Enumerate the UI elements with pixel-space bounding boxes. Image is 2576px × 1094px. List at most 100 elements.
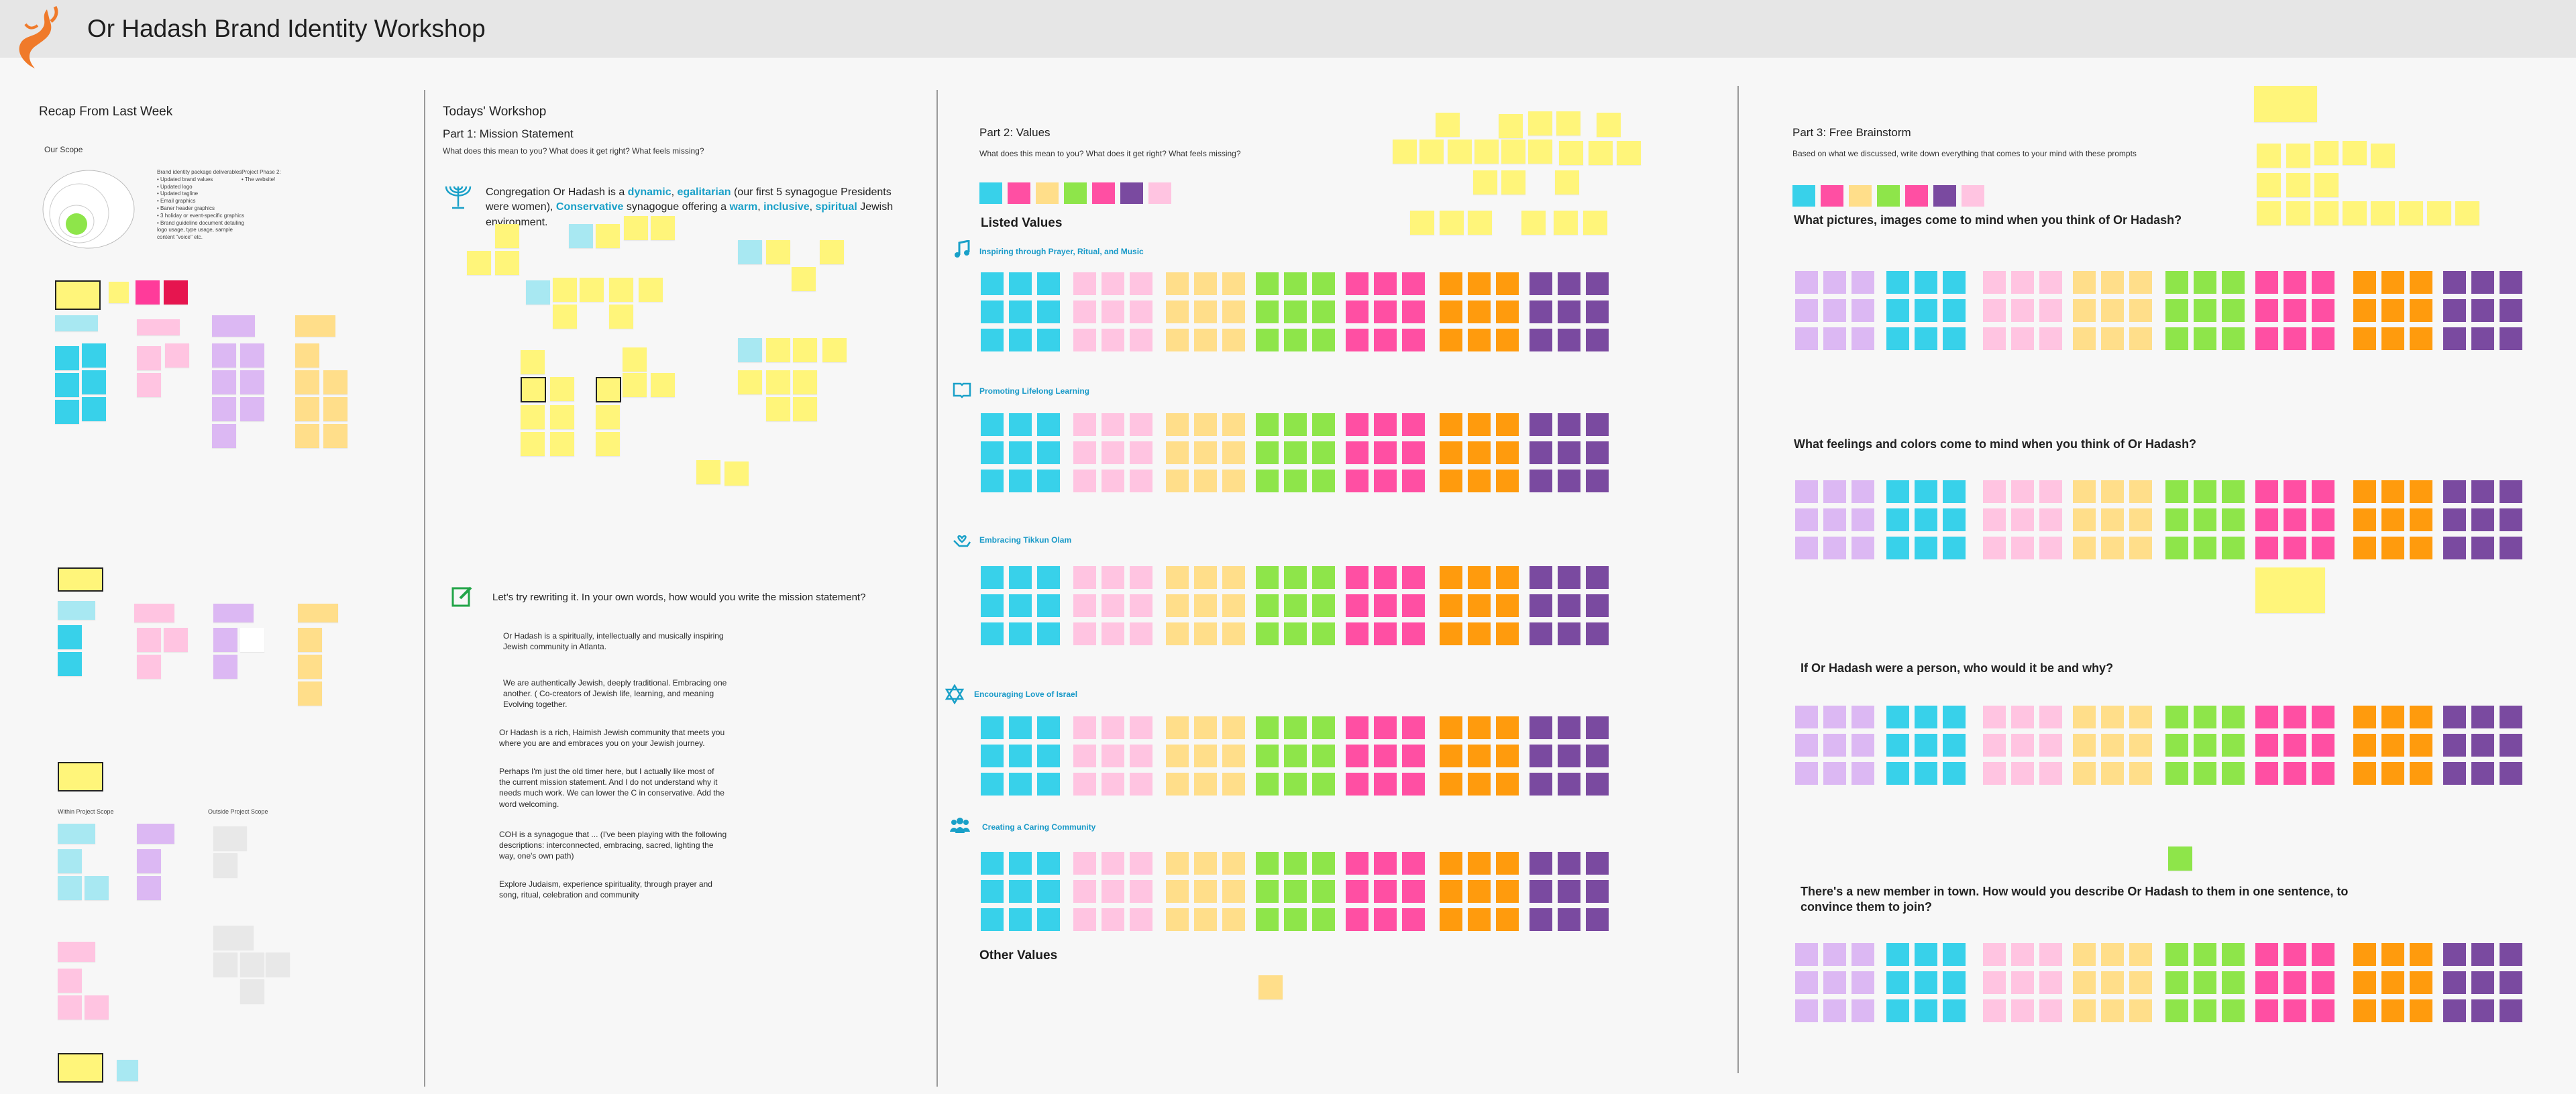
sticky-note[interactable]: [1256, 773, 1279, 796]
sticky-note[interactable]: [981, 745, 1004, 767]
sticky-note[interactable]: [981, 272, 1004, 295]
sticky-note[interactable]: [1073, 329, 1096, 351]
sticky-note[interactable]: [2312, 971, 2334, 994]
sticky-note[interactable]: [981, 880, 1004, 903]
sticky-note[interactable]: [2073, 734, 2096, 757]
sticky-note[interactable]: [2255, 271, 2278, 294]
sticky-note[interactable]: [2314, 173, 2339, 197]
sticky-note[interactable]: [1468, 300, 1491, 323]
sticky-note[interactable]: [1983, 762, 2006, 785]
sticky-note[interactable]: [2011, 537, 2034, 559]
sticky-note[interactable]: [1102, 470, 1124, 492]
sticky-note[interactable]: [1346, 329, 1368, 351]
category-sticky[interactable]: [213, 604, 254, 622]
sticky-note[interactable]: [1468, 211, 1492, 235]
sticky-note[interactable]: [1009, 470, 1032, 492]
sticky-note[interactable]: [1823, 299, 1846, 322]
sticky-note[interactable]: [1222, 300, 1245, 323]
sticky-note[interactable]: [1009, 773, 1032, 796]
sticky-note[interactable]: [2443, 734, 2466, 757]
sticky-note[interactable]: [1374, 470, 1397, 492]
sticky-note[interactable]: [2129, 537, 2152, 559]
sticky-note[interactable]: [1166, 300, 1189, 323]
sticky-note[interactable]: [1795, 299, 1818, 322]
sticky-note[interactable]: [1009, 880, 1032, 903]
sticky-note[interactable]: [1402, 852, 1425, 875]
sticky-note[interactable]: [1073, 745, 1096, 767]
sticky-note[interactable]: [1346, 745, 1368, 767]
sticky-note[interactable]: [1943, 971, 1966, 994]
sticky-note[interactable]: [1130, 441, 1152, 464]
prompt-sticky[interactable]: [55, 280, 101, 310]
sticky-note[interactable]: [2471, 271, 2494, 294]
sticky-note[interactable]: [1166, 594, 1189, 617]
sticky-note[interactable]: [2222, 762, 2245, 785]
sticky-note[interactable]: [1440, 272, 1462, 295]
sticky-note[interactable]: [1440, 908, 1462, 931]
sticky-note[interactable]: [1529, 300, 1552, 323]
sticky-note[interactable]: [1194, 470, 1217, 492]
sticky-note[interactable]: [298, 655, 322, 679]
sticky-note[interactable]: [1009, 329, 1032, 351]
sticky-note[interactable]: [2353, 706, 2376, 728]
sticky-note[interactable]: [2284, 943, 2306, 966]
sticky-note[interactable]: [2011, 734, 2034, 757]
sticky-note[interactable]: [1943, 271, 1966, 294]
sticky-note[interactable]: [1073, 908, 1096, 931]
sticky-note[interactable]: [1130, 880, 1152, 903]
sticky-note[interactable]: [164, 628, 188, 652]
sticky-note[interactable]: [1312, 773, 1335, 796]
sticky-note[interactable]: [2165, 999, 2188, 1022]
sticky-note[interactable]: [1402, 300, 1425, 323]
sticky-note[interactable]: [2312, 943, 2334, 966]
sticky-note[interactable]: [1284, 300, 1307, 323]
sticky-note[interactable]: [1166, 272, 1189, 295]
sticky-note[interactable]: [1102, 908, 1124, 931]
sticky-note[interactable]: [1886, 537, 1909, 559]
sticky-note[interactable]: [1402, 880, 1425, 903]
sticky-note[interactable]: [2500, 734, 2522, 757]
sticky-note[interactable]: [2222, 706, 2245, 728]
sticky-note[interactable]: [1983, 706, 2006, 728]
sticky-note[interactable]: [2129, 762, 2152, 785]
sticky-note[interactable]: [2011, 943, 2034, 966]
sticky-note[interactable]: [1823, 706, 1846, 728]
sticky-note[interactable]: [213, 628, 237, 652]
sticky-note[interactable]: [2073, 943, 2096, 966]
sticky-note[interactable]: [2343, 141, 2367, 165]
sticky-note[interactable]: [58, 969, 82, 993]
sticky-note[interactable]: [1558, 300, 1580, 323]
sticky-note[interactable]: [1529, 470, 1552, 492]
sticky-note[interactable]: [2284, 537, 2306, 559]
sticky-note[interactable]: [981, 300, 1004, 323]
sticky-note[interactable]: [1256, 470, 1279, 492]
sticky-note[interactable]: [2165, 271, 2188, 294]
sticky-note[interactable]: [2443, 271, 2466, 294]
sticky-note[interactable]: [1222, 413, 1245, 436]
sticky-note[interactable]: [212, 397, 236, 421]
sticky-note[interactable]: [2471, 706, 2494, 728]
sticky-note[interactable]: [1440, 413, 1462, 436]
sticky-note[interactable]: [1851, 734, 1874, 757]
sticky-note[interactable]: [1983, 971, 2006, 994]
sticky-note[interactable]: [137, 628, 161, 652]
sticky-note[interactable]: [766, 338, 790, 362]
sticky-note[interactable]: [553, 305, 577, 329]
sticky-note[interactable]: [2443, 299, 2466, 322]
sticky-note[interactable]: [1284, 880, 1307, 903]
sticky-note[interactable]: [1440, 441, 1462, 464]
sticky-note[interactable]: [1851, 971, 1874, 994]
sticky-note[interactable]: [1130, 329, 1152, 351]
sticky-note[interactable]: [981, 470, 1004, 492]
sticky-note[interactable]: [1037, 470, 1060, 492]
sticky-note[interactable]: [624, 216, 648, 240]
sticky-note[interactable]: [1851, 480, 1874, 503]
sticky-note[interactable]: [1915, 971, 1937, 994]
sticky-note[interactable]: [1943, 480, 1966, 503]
sticky-note[interactable]: [2039, 271, 2062, 294]
sticky-note[interactable]: [2165, 734, 2188, 757]
sticky-note[interactable]: [2410, 508, 2432, 531]
sticky-note[interactable]: [1194, 441, 1217, 464]
sticky-note[interactable]: [1166, 716, 1189, 739]
category-sticky[interactable]: [134, 604, 174, 622]
